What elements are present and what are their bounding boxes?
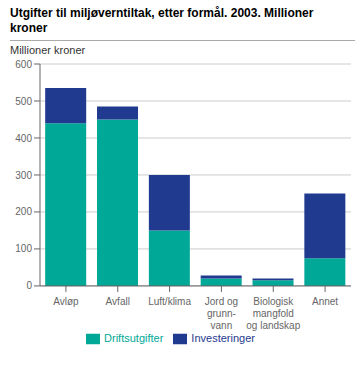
html-text:Utgifter til miljøverntiltak,: Utgifter til miljøverntiltak, etter form… <box>10 6 314 35</box>
svg-text:300: 300 <box>15 170 32 181</box>
svg-text:600: 600 <box>15 59 32 70</box>
svg-text:0: 0 <box>26 280 32 291</box>
svg-text:200: 200 <box>15 206 32 217</box>
svg-text:Annet: Annet <box>312 296 338 307</box>
html-text:Millioner kroner: Millioner kroner <box>10 44 86 56</box>
svg-text:400: 400 <box>15 133 32 144</box>
html-text:Driftsutgifter: Driftsutgifter <box>104 331 164 344</box>
html-text:Investeringer: Investeringer <box>191 331 255 344</box>
svg-text:Avfall: Avfall <box>106 296 130 307</box>
svg-text:Biologiskmangfoldog landskap: Biologiskmangfoldog landskap <box>246 296 300 331</box>
svg-text:Jord oggrunn-vann: Jord oggrunn-vann <box>205 296 238 331</box>
svg-text:Luft/klima: Luft/klima <box>148 296 191 307</box>
svg-text:Avløp: Avløp <box>53 296 79 307</box>
svg-text:500: 500 <box>15 96 32 107</box>
svg-text:100: 100 <box>15 243 32 254</box>
